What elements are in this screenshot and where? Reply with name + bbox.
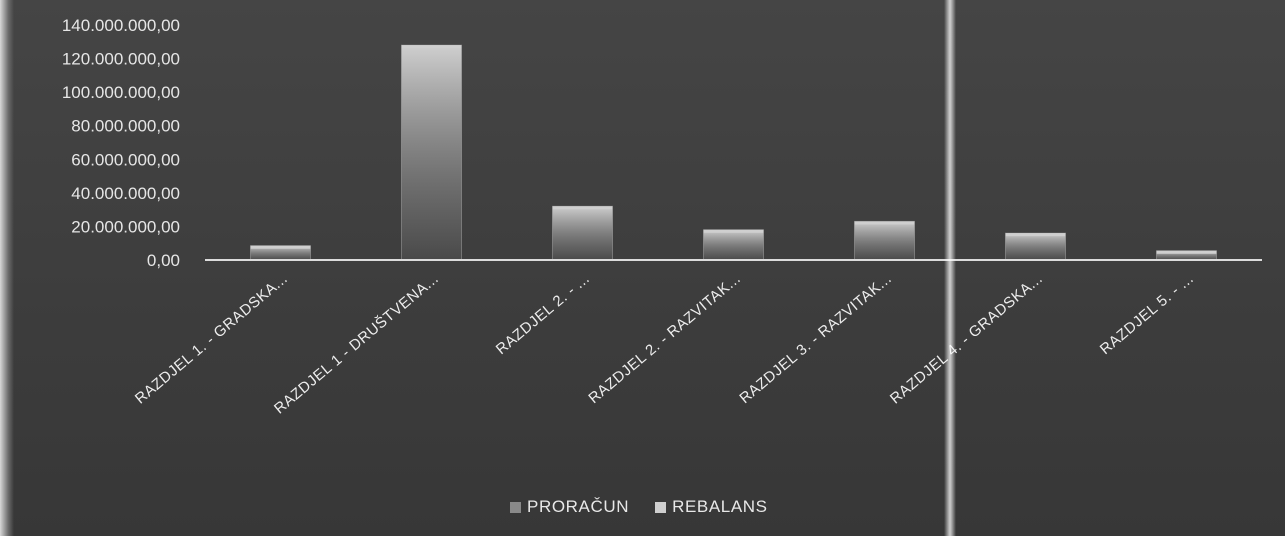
legend-item-rebalans: REBALANS (655, 497, 768, 517)
y-tick-label: 40.000.000,00 (71, 184, 180, 203)
scan-artifact-line (944, 0, 956, 536)
x-tick-label: RAZDJEL 5. - ... (1097, 270, 1197, 358)
x-tick-label: RAZDJEL 1 - DRUŠTVENA... (271, 270, 442, 417)
x-tick-label: RAZDJEL 4. - GRADSKA... (887, 270, 1046, 407)
bar-top-highlight (854, 221, 915, 225)
legend-item-proracun: PRORAČUN (510, 497, 629, 517)
legend-swatch-proracun (510, 501, 521, 513)
y-tick-label: 100.000.000,00 (62, 83, 180, 102)
bar-top-highlight (703, 229, 764, 233)
y-tick-label: 60.000.000,00 (71, 150, 180, 169)
bar-rebalans (401, 44, 462, 261)
y-tick-label: 0,00 (147, 251, 180, 270)
y-tick-label: 80.000.000,00 (71, 117, 180, 136)
scan-edge-shade (0, 0, 14, 536)
bars-group (250, 44, 1217, 261)
y-axis: 0,00 20.000.000,00 40.000.000,00 60.000.000… (62, 16, 180, 270)
y-tick-label: 140.000.000,00 (62, 16, 180, 35)
bar-top-highlight (250, 245, 311, 249)
legend-swatch-rebalans (655, 501, 667, 513)
y-tick-label: 120.000.000,00 (62, 50, 180, 69)
x-tick-label: RAZDJEL 2. - RAZVITAK... (585, 270, 744, 407)
x-tick-label: RAZDJEL 1. - GRADSKA... (132, 270, 291, 407)
legend-label-rebalans: REBALANS (672, 497, 768, 516)
bar-top-highlight (552, 206, 613, 210)
bar-top-highlight (1005, 233, 1066, 237)
x-tick-label: RAZDJEL 3. - RAZVITAK... (736, 270, 895, 407)
bar-rebalans (552, 205, 613, 261)
bar-rebalans (1005, 232, 1066, 261)
x-tick-label: RAZDJEL 2. - ... (493, 270, 593, 358)
bar-top-highlight (401, 45, 462, 49)
bar-top-highlight (1156, 250, 1217, 254)
bar-rebalans (854, 220, 915, 261)
y-tick-label: 20.000.000,00 (71, 217, 180, 236)
bar-rebalans (703, 229, 764, 261)
legend-label-proracun: PRORAČUN (527, 497, 630, 516)
x-axis: RAZDJEL 1. - GRADSKA...RAZDJEL 1 - DRUŠT… (132, 270, 1197, 417)
legend: PRORAČUN REBALANS (510, 496, 768, 518)
